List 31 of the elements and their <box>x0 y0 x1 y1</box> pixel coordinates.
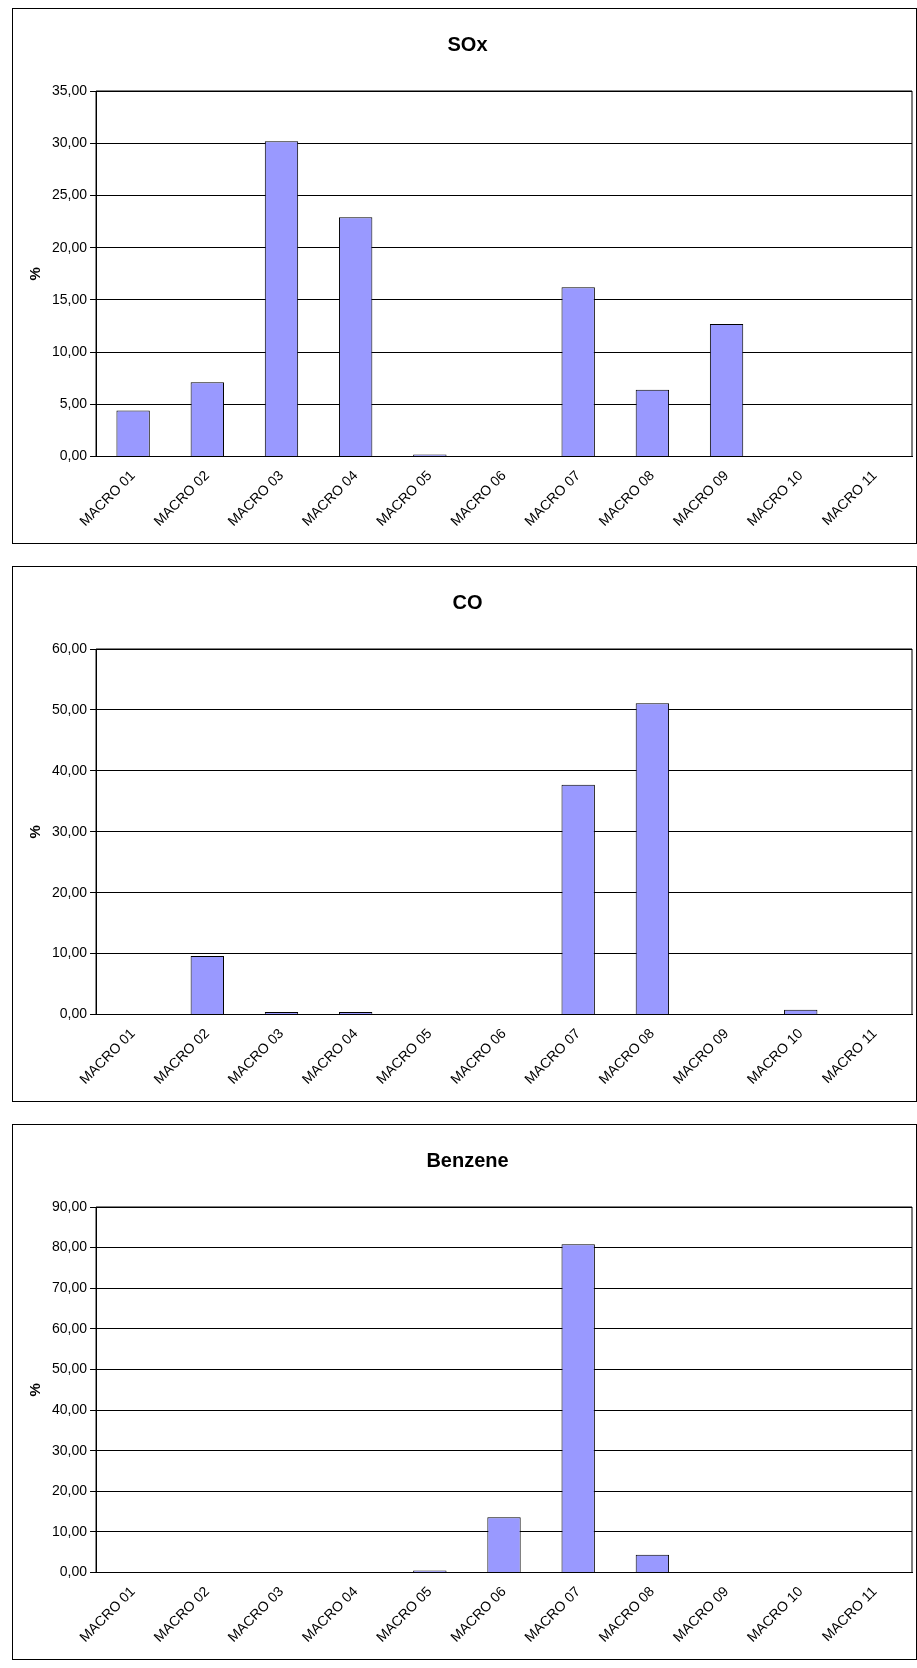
y-tick-label: 10,00 <box>51 944 88 961</box>
y-tick-label: 40,00 <box>51 1400 88 1417</box>
y-tick-label: 15,00 <box>51 290 88 307</box>
y-tick-label: 10,00 <box>51 342 88 359</box>
y-tick-label: 0,00 <box>59 1005 88 1022</box>
y-tick-label: 5,00 <box>59 395 88 412</box>
y-tick-label: 50,00 <box>51 1360 88 1377</box>
y-axis-title: % <box>26 267 44 281</box>
y-tick-label: 25,00 <box>51 186 88 203</box>
y-tick-label: 40,00 <box>51 761 88 778</box>
y-tick-label: 0,00 <box>59 1563 88 1580</box>
y-tick-label: 20,00 <box>51 238 88 255</box>
chart-title: Benzene <box>426 1148 509 1171</box>
y-tick-label: 80,00 <box>51 1238 88 1255</box>
y-tick-label: 70,00 <box>51 1279 88 1296</box>
y-axis-title: % <box>26 825 44 839</box>
chart-title: SOx <box>447 32 488 55</box>
y-tick-label: 60,00 <box>51 1319 88 1336</box>
y-tick-label: 30,00 <box>51 822 88 839</box>
y-tick-label: 20,00 <box>51 1482 88 1499</box>
y-tick-label: 20,00 <box>51 883 88 900</box>
y-tick-label: 30,00 <box>51 134 88 151</box>
chart-title: CO <box>452 590 483 613</box>
y-tick-label: 60,00 <box>51 639 88 656</box>
y-tick-label: 10,00 <box>51 1522 88 1539</box>
y-tick-label: 90,00 <box>51 1197 88 1214</box>
y-tick-label: 30,00 <box>51 1441 88 1458</box>
y-tick-label: 50,00 <box>51 700 88 717</box>
y-tick-label: 35,00 <box>51 81 88 98</box>
y-axis-title: % <box>26 1383 44 1397</box>
y-tick-label: 0,00 <box>59 447 88 464</box>
